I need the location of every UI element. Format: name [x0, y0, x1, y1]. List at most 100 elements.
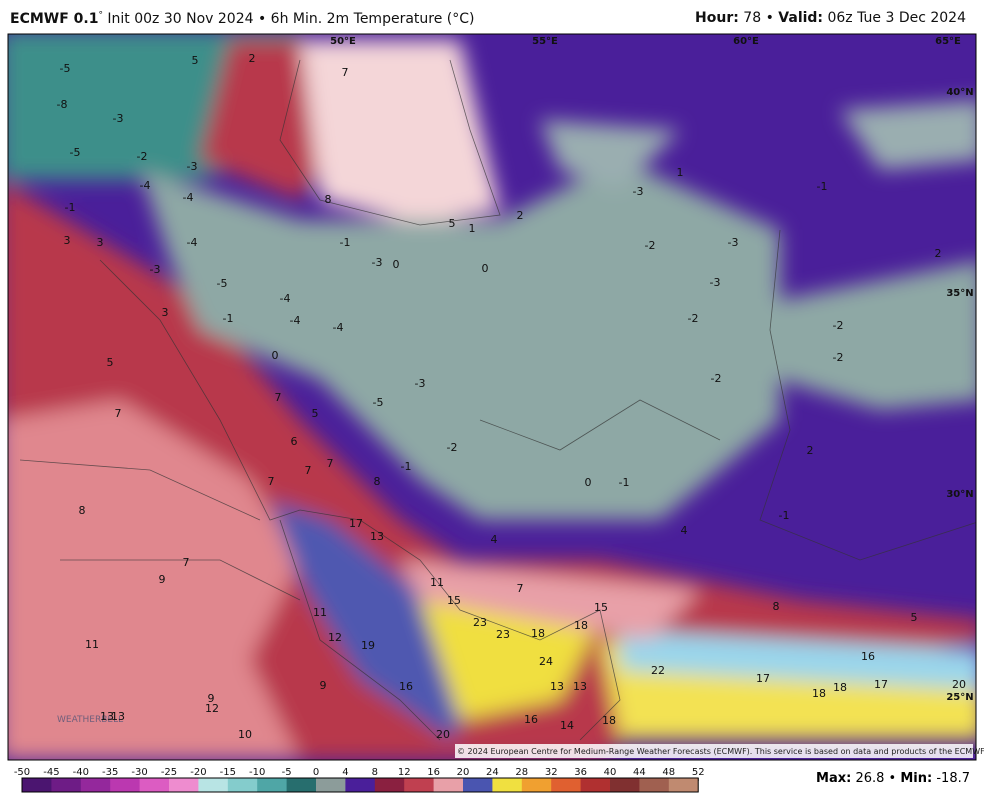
colorbar-segment	[169, 778, 199, 792]
min-label: Min:	[900, 771, 933, 786]
map-value: 5	[911, 611, 918, 624]
map-value: 20	[952, 678, 966, 691]
map-value: 2	[807, 444, 814, 457]
colorbar-tick-label: 16	[427, 767, 440, 778]
colorbar-segment	[639, 778, 670, 792]
colorbar-tick-label: 4	[342, 767, 348, 778]
map-value: -2	[137, 150, 148, 163]
colorbar-tick-label: -25	[161, 767, 177, 778]
header-right: Hour: 78 • Valid: 06z Tue 3 Dec 2024	[695, 10, 966, 26]
colorbar-tick-label: 20	[457, 767, 470, 778]
colorbar-segment	[286, 778, 317, 792]
map-value: 6	[291, 435, 298, 448]
map-value: 23	[496, 628, 510, 641]
colorbar-segment	[345, 778, 376, 792]
map-value: 18	[812, 687, 826, 700]
map-value: 0	[585, 476, 592, 489]
map-value: 7	[305, 464, 312, 477]
colorbar-tick-label: 0	[313, 767, 319, 778]
map-value: 2	[249, 52, 256, 65]
map-value: -4	[333, 321, 344, 334]
longitude-label: 60°E	[733, 36, 759, 47]
map-value: 5	[312, 407, 319, 420]
map-value: 13	[550, 680, 564, 693]
map-value: 7	[268, 475, 275, 488]
map-value: -3	[415, 377, 426, 390]
footer: Max: 26.8 • Min: -18.7	[816, 771, 970, 786]
valid-label: Valid:	[778, 10, 824, 26]
latitude-label: 40°N	[946, 87, 973, 98]
map-value: -3	[150, 263, 161, 276]
colorbar-segment	[374, 778, 405, 792]
hour: 78	[743, 10, 762, 26]
min: -18.7	[936, 771, 970, 786]
map-value: -3	[728, 236, 739, 249]
map-value: 0	[272, 349, 279, 362]
map-value: -5	[60, 62, 71, 75]
colorbar-segment	[610, 778, 640, 792]
map-value: 20	[436, 728, 450, 741]
latitude-label: 30°N	[946, 489, 973, 500]
map-value: 2	[935, 247, 942, 260]
map-value: -2	[711, 372, 722, 385]
map-value: -1	[65, 201, 76, 214]
map-value: -1	[340, 236, 351, 249]
map-value: 0	[482, 262, 489, 275]
map-value: 1	[677, 166, 684, 179]
colorbar-tick-label: 28	[515, 767, 528, 778]
map-value: -2	[645, 239, 656, 252]
colorbar-tick-label: -10	[249, 767, 265, 778]
longitude-label: 65°E	[935, 36, 961, 47]
colorbar-tick-label: 8	[372, 767, 378, 778]
colorbar-tick-label: 12	[398, 767, 411, 778]
map-value: -4	[140, 179, 151, 192]
colorbar-tick-label: -40	[73, 767, 89, 778]
map-value: -3	[187, 160, 198, 173]
colorbar-segment	[463, 778, 493, 792]
map-value: 0	[393, 258, 400, 271]
separator: •	[765, 10, 774, 26]
map-value: 13	[111, 710, 125, 723]
latitude-label: 25°N	[946, 692, 973, 703]
map-value: 10	[238, 728, 252, 741]
map-value: -5	[70, 146, 81, 159]
map-value: -3	[113, 112, 124, 125]
map-value: 13	[573, 680, 587, 693]
map-value: 11	[313, 606, 327, 619]
map-value: 9	[320, 679, 327, 692]
longitude-label: 50°E	[330, 36, 356, 47]
separator: •	[888, 771, 897, 786]
map-value: 17	[349, 517, 363, 530]
max: 26.8	[855, 771, 885, 786]
map-value: 7	[517, 582, 524, 595]
colorbar-tick-label: -30	[131, 767, 147, 778]
colorbar-tick-label: -5	[282, 767, 292, 778]
map-value: 5	[192, 54, 199, 67]
map-value: 18	[833, 681, 847, 694]
longitude-label: 55°E	[532, 36, 558, 47]
header-left: ECMWF 0.1° Init 00z 30 Nov 2024 • 6h Min…	[10, 10, 474, 27]
map-value: -4	[280, 292, 291, 305]
valid: 06z Tue 3 Dec 2024	[827, 10, 966, 26]
map-value: -1	[779, 509, 790, 522]
colorbar-frame	[21, 777, 699, 793]
map-value: -2	[447, 441, 458, 454]
header: ECMWF 0.1° Init 00z 30 Nov 2024 • 6h Min…	[10, 10, 966, 27]
map-value: -2	[833, 319, 844, 332]
map-value: -2	[833, 351, 844, 364]
colorbar-segment	[257, 778, 287, 792]
colorbar-tick-label: -45	[43, 767, 59, 778]
map-value: 13	[100, 710, 114, 723]
map-value: 1	[469, 222, 476, 235]
map-value: -3	[710, 276, 721, 289]
map-value: 15	[594, 601, 608, 614]
map-value: -5	[373, 396, 384, 409]
colorbar-segment	[668, 778, 699, 792]
map-value: 3	[64, 234, 71, 247]
map-value: 13	[370, 530, 384, 543]
map-value: 5	[449, 217, 456, 230]
map-value: 3	[97, 236, 104, 249]
map-value: 2	[517, 209, 524, 222]
